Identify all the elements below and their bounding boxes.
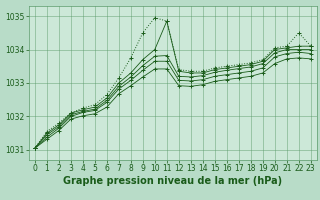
X-axis label: Graphe pression niveau de la mer (hPa): Graphe pression niveau de la mer (hPa)	[63, 176, 282, 186]
